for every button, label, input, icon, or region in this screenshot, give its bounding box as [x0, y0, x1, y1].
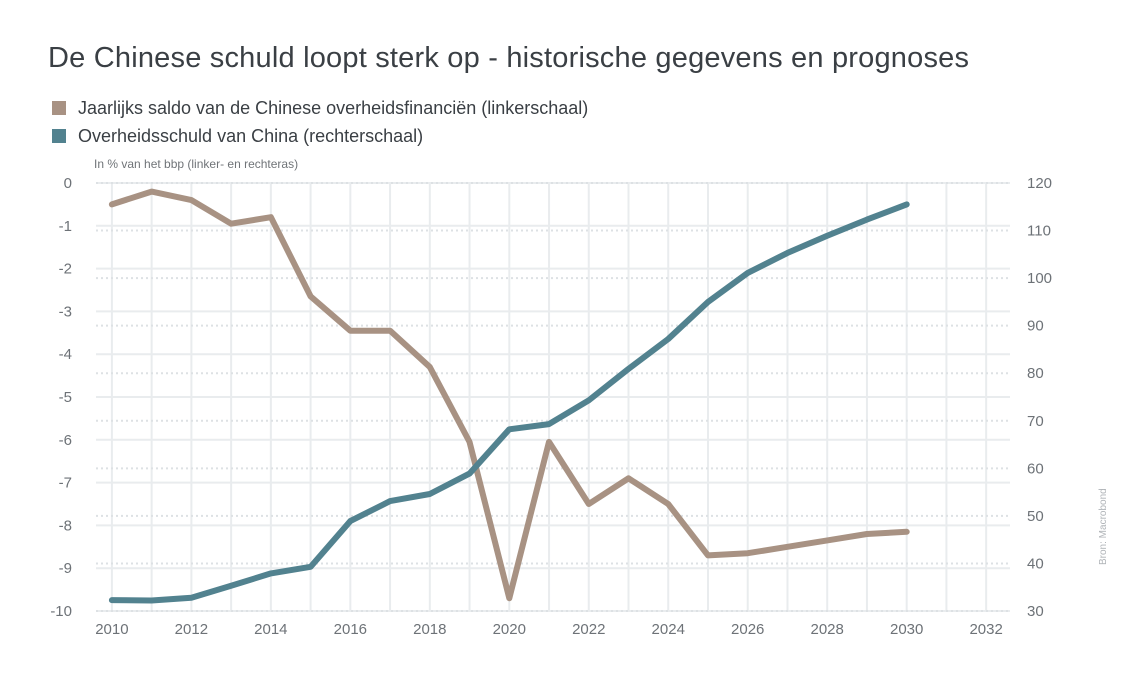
right-axis-tick-label: 60 [1027, 460, 1044, 477]
legend-label-budget-balance: Jaarlijks saldo van de Chinese overheids… [78, 97, 589, 118]
left-axis-tick-label: -1 [59, 218, 72, 235]
left-axis-tick-label: -8 [59, 517, 72, 534]
x-axis-tick-label: 2020 [493, 621, 526, 638]
left-axis-tick-label: -6 [59, 432, 72, 449]
left-axis-tick-label: -10 [50, 603, 72, 620]
chart-title: De Chinese schuld loopt sterk op - histo… [48, 42, 970, 74]
left-axis-tick-label: -4 [59, 346, 72, 363]
right-axis-tick-label: 80 [1027, 365, 1044, 382]
right-axis-tick-label: 40 [1027, 555, 1044, 572]
x-axis-tick-label: 2010 [95, 621, 128, 638]
x-axis-tick-label: 2018 [413, 621, 446, 638]
left-axis-tick-label: -3 [59, 303, 72, 320]
right-axis-tick-label: 120 [1027, 175, 1052, 192]
right-axis-tick-label: 100 [1027, 270, 1052, 287]
left-axis-tick-label: -7 [59, 475, 72, 492]
legend-item-government-debt: Overheidsschuld van China (rechterschaal… [52, 122, 588, 150]
legend-item-budget-balance: Jaarlijks saldo van de Chinese overheids… [52, 94, 588, 122]
units-note: In % van het bbp (linker- en rechteras) [94, 157, 299, 171]
source-note: Bron: Macrobond [1098, 488, 1109, 565]
right-axis-tick-label: 110 [1027, 223, 1051, 240]
x-axis-tick-label: 2028 [811, 621, 844, 638]
right-axis-tick-label: 90 [1027, 318, 1044, 335]
x-axis-tick-label: 2014 [254, 621, 287, 638]
legend: Jaarlijks saldo van de Chinese overheids… [52, 94, 588, 150]
x-axis-tick-label: 2016 [334, 621, 367, 638]
x-axis-tick-label: 2022 [572, 621, 605, 638]
series-line-government-debt [108, 201, 910, 604]
right-axis-tick-label: 30 [1027, 603, 1044, 620]
right-axis-tick-label: 70 [1027, 413, 1044, 430]
left-axis-tick-label: -2 [59, 261, 72, 278]
x-axis-tick-label: 2030 [890, 621, 923, 638]
legend-swatch-budget-balance [52, 101, 66, 115]
x-axis-tick-label: 2026 [731, 621, 764, 638]
series-line-budget-balance [108, 188, 910, 602]
x-axis-tick-label: 2024 [652, 621, 685, 638]
right-axis-tick-label: 50 [1027, 508, 1044, 525]
left-axis-tick-label: -9 [59, 560, 72, 577]
legend-swatch-government-debt [52, 129, 66, 143]
x-axis-tick-label: 2032 [969, 621, 1002, 638]
left-axis-tick-label: -5 [59, 389, 72, 406]
legend-label-government-debt: Overheidsschuld van China (rechterschaal… [78, 125, 424, 146]
x-axis-tick-label: 2012 [175, 621, 208, 638]
left-axis-tick-label: 0 [64, 175, 72, 192]
